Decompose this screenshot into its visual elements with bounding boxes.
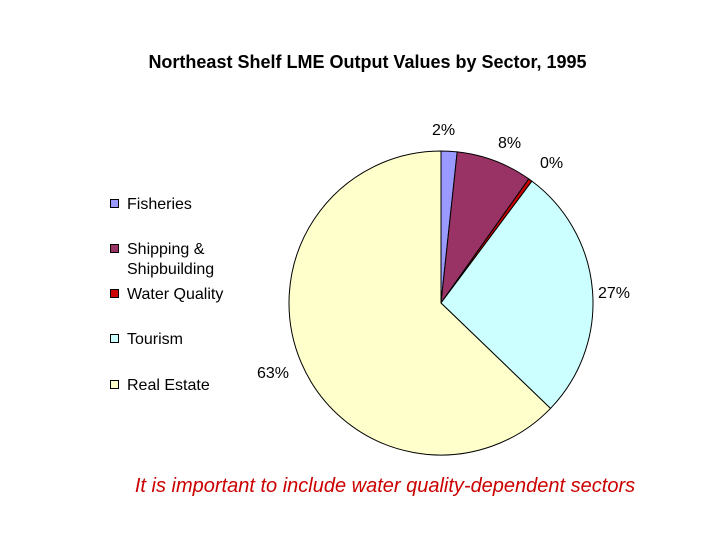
- legend-swatch-tourism: [110, 334, 119, 343]
- data-label-tourism: 27%: [598, 285, 631, 302]
- caption: It is important to include water quality…: [134, 475, 636, 497]
- legend-label-water-quality: Water Quality: [127, 286, 224, 303]
- legend-swatch-fisheries: [110, 199, 119, 208]
- chart-title: Northeast Shelf LME Output Values by Sec…: [148, 52, 587, 72]
- data-label-water-quality: 0%: [540, 155, 564, 172]
- pie-slice-tourism: [440, 180, 594, 410]
- legend-label-shipping: Shipping & Shipbuilding: [127, 241, 215, 278]
- data-label-fisheries: 2%: [432, 122, 456, 139]
- legend-label-tourism: Tourism: [127, 331, 184, 348]
- data-label-real-estate: 63%: [257, 365, 290, 382]
- pie-slice-real-estate: [288, 150, 552, 456]
- data-label-shipping: 8%: [498, 135, 522, 152]
- legend-label-real-estate: Real Estate: [127, 377, 210, 394]
- legend-swatch-shipping: [110, 244, 119, 253]
- legend-swatch-real-estate: [110, 380, 119, 389]
- legend-label-fisheries: Fisheries: [127, 196, 192, 213]
- legend-swatch-water-quality: [110, 289, 119, 298]
